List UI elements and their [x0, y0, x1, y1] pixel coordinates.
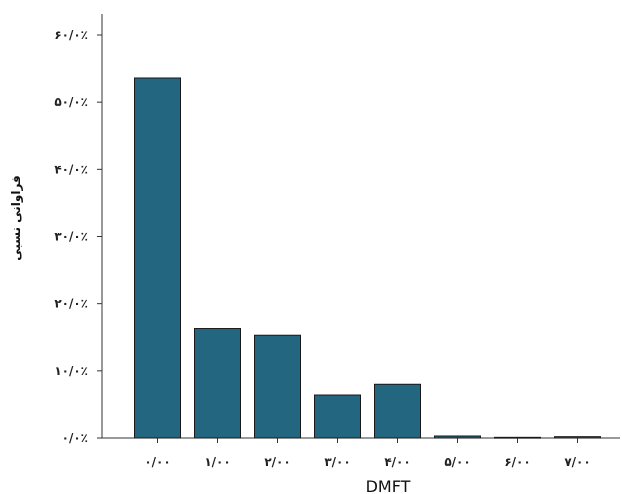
y-tick-label: ۶۰/۰٪: [54, 28, 88, 42]
x-tick-label: ۰/۰۰: [144, 455, 170, 469]
y-tick-label: ۲۰/۰٪: [54, 297, 88, 311]
x-tick-label: ۲/۰۰: [264, 455, 290, 469]
bar-0: [134, 77, 181, 439]
x-tick-label: ۶/۰۰: [504, 455, 530, 469]
x-tick-label: ۴/۰۰: [384, 455, 410, 469]
x-tick-label: ۱/۰۰: [204, 455, 230, 469]
x-tick-labels: ۰/۰۰ ۱/۰۰ ۲/۰۰ ۳/۰۰ ۴/۰۰ ۵/۰۰ ۶/۰۰ ۷/۰۰: [144, 438, 591, 469]
bar-1: [194, 328, 241, 439]
y-tick-label: ۰/۰٪: [62, 431, 88, 445]
bar-2: [254, 334, 301, 439]
y-axis-title: فراوانی نسبی: [9, 175, 24, 261]
bar-7: [554, 436, 601, 439]
x-tick-label: ۵/۰۰: [444, 455, 470, 469]
x-tick-label: ۳/۰۰: [324, 455, 350, 469]
y-tick-label: ۱۰/۰٪: [54, 364, 88, 378]
x-tick-label: ۷/۰۰: [564, 455, 590, 469]
bar-3: [314, 394, 361, 439]
y-tick-labels: ۰/۰٪ ۱۰/۰٪ ۲۰/۰٪ ۳۰/۰٪ ۴۰/۰٪ ۵۰/۰٪ ۶۰/۰٪: [54, 28, 102, 445]
x-axis-title: DMFT: [366, 477, 411, 494]
bars: [134, 77, 601, 439]
bar-4: [374, 383, 421, 439]
y-tick-label: ۴۰/۰٪: [54, 162, 88, 176]
y-tick-label: ۵۰/۰٪: [54, 95, 88, 109]
bar-5: [434, 435, 481, 439]
y-tick-label: ۳۰/۰٪: [54, 230, 88, 244]
